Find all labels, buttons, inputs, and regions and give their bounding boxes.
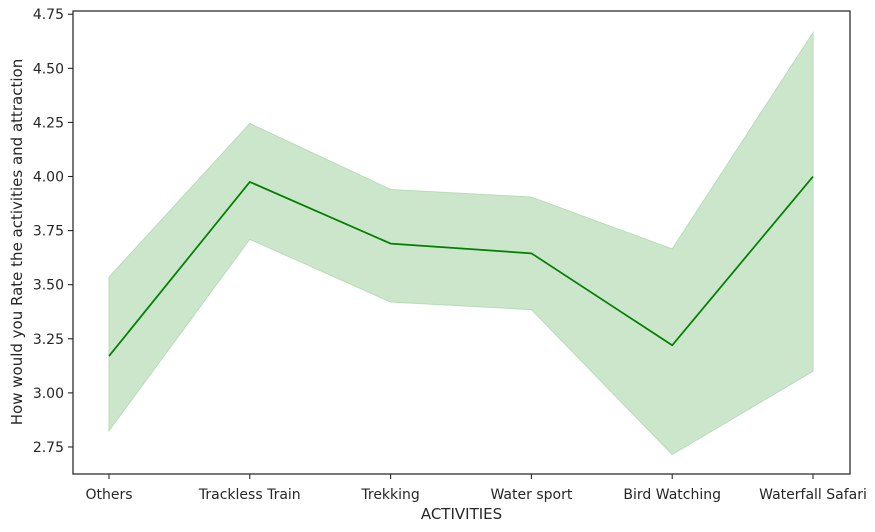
x-axis-label: ACTIVITIES xyxy=(421,505,502,523)
confidence-band xyxy=(108,30,814,456)
data-point-3 xyxy=(529,251,533,255)
x-tick-label: Trekking xyxy=(360,487,419,503)
y-tick-label: 3.25 xyxy=(33,332,64,348)
y-axis-label: How would you Rate the activities and at… xyxy=(8,59,26,425)
y-tick-label: 4.50 xyxy=(33,61,64,77)
x-tick-label: Waterfall Safari xyxy=(759,487,867,503)
x-tick-label: Water sport xyxy=(490,487,572,503)
y-tick-label: 4.75 xyxy=(33,7,64,23)
x-tick-label: Trackless Train xyxy=(198,487,301,503)
y-tick-label: 3.00 xyxy=(33,386,64,402)
y-tick-label: 4.00 xyxy=(33,170,64,186)
data-point-2 xyxy=(389,242,393,246)
y-tick-label: 3.50 xyxy=(33,278,64,294)
y-tick-label: 3.75 xyxy=(33,224,64,240)
data-point-4 xyxy=(670,343,674,347)
plot-frame xyxy=(72,10,851,475)
y-tick-label: 4.25 xyxy=(33,115,64,131)
x-tick-label: Bird Watching xyxy=(623,487,721,503)
data-point-5 xyxy=(811,175,815,179)
y-tick-label: 2.75 xyxy=(33,440,64,456)
data-point-1 xyxy=(248,180,252,184)
series-line xyxy=(108,175,814,357)
x-tick-label: Others xyxy=(85,487,132,503)
data-point-0 xyxy=(107,354,111,358)
